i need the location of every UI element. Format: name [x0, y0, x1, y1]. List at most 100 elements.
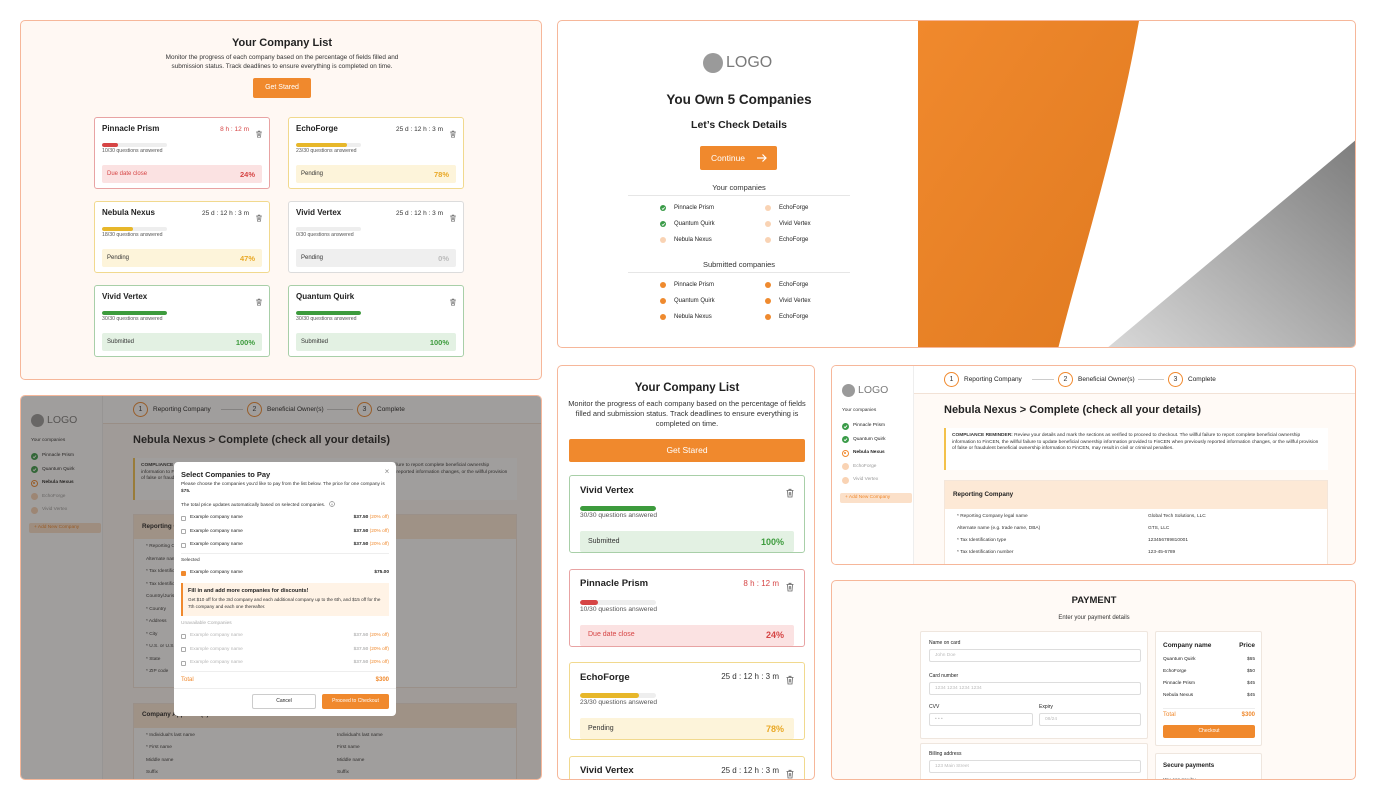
- delete-icon: [255, 125, 263, 138]
- status-icon: [841, 449, 849, 457]
- continue-button[interactable]: Continue: [700, 146, 777, 170]
- checkbox[interactable]: [181, 515, 186, 521]
- total-value: $300: [375, 677, 389, 683]
- summary-total: $300: [1241, 712, 1255, 718]
- trash-path: [450, 130, 456, 138]
- delete-icon: [449, 209, 457, 222]
- trash-svg[interactable]: [255, 130, 263, 138]
- company-card: Pinnacle Prism 8 h : 12 m 10/30 questions …: [569, 568, 805, 647]
- trash-svg[interactable]: [449, 214, 457, 222]
- list-description: Monitor the progress of each company bas…: [165, 54, 399, 70]
- checkbox[interactable]: [181, 529, 186, 534]
- trash-svg[interactable]: [785, 488, 795, 498]
- progress-track: [102, 143, 167, 147]
- list-title: Your Company List: [634, 381, 740, 394]
- status-icon: [764, 236, 772, 244]
- trash-svg[interactable]: [785, 675, 795, 685]
- status-box: Submitted 100%: [296, 333, 456, 351]
- get-started-button[interactable]: Get Stared: [253, 78, 311, 98]
- trash-svg[interactable]: [449, 298, 457, 306]
- progress-track: [580, 506, 656, 511]
- step-connector: [327, 409, 353, 410]
- input-placeholder: 1234 1234 1234 1234: [935, 686, 982, 692]
- steps-bar: [914, 366, 1355, 394]
- check-path: [661, 222, 665, 226]
- status-label: Submitted: [588, 537, 620, 545]
- status-icon-core: [843, 451, 846, 454]
- cancel-button[interactable]: Cancel: [252, 694, 316, 709]
- get-started-button[interactable]: Get Stared: [569, 439, 805, 462]
- trash-svg[interactable]: [449, 130, 457, 138]
- divider: [628, 272, 850, 273]
- questions-answered: 18/30 questions answered: [102, 231, 163, 238]
- field-label: * Tax Identification number: [957, 550, 1014, 556]
- text-input[interactable]: 08/24: [1039, 713, 1141, 726]
- field-label: * State: [146, 656, 161, 662]
- total-label: Total: [181, 677, 194, 683]
- text-input[interactable]: • • •: [929, 713, 1033, 726]
- status-icon: [659, 236, 667, 244]
- company-list-panel: Your Company List Monitor the progress of…: [20, 20, 542, 380]
- deadline-timer: 8 h : 12 m: [220, 125, 249, 133]
- status-label: Submitted: [107, 339, 135, 345]
- summary-company: Quantum Quirk: [1163, 657, 1196, 663]
- list-description: Monitor the progress of each company bas…: [568, 399, 806, 428]
- text-input[interactable]: John Doe: [929, 649, 1141, 662]
- trash-svg[interactable]: [255, 298, 263, 306]
- summary-total-label: Total: [1163, 712, 1176, 718]
- close-button[interactable]: ×: [384, 467, 390, 476]
- delete-icon: [449, 293, 457, 306]
- check-mark: [843, 438, 847, 442]
- company-option: Example company name: [190, 542, 243, 548]
- company-name: Nebula Nexus: [102, 208, 155, 217]
- trash-svg[interactable]: [785, 582, 795, 592]
- text-input[interactable]: 123 Main Street: [929, 760, 1141, 773]
- price: $37.50: [353, 542, 369, 547]
- summary-company: Pinnacle Prism: [1163, 681, 1195, 687]
- company-name: EchoForge: [779, 314, 809, 320]
- modal-title: Select Companies to Pay: [181, 469, 271, 479]
- add-company-button[interactable]: + Add New Company: [840, 493, 912, 503]
- discount: (20% off): [369, 660, 389, 665]
- field-label: Suffix: [146, 770, 158, 776]
- step-connector: [1032, 379, 1054, 380]
- divider: [628, 195, 850, 196]
- modal: Select Companies to Pay × Please choose th…: [174, 462, 396, 716]
- proceed-button[interactable]: Proceed to Checkout: [322, 694, 389, 709]
- company-name: EchoForge: [580, 671, 630, 683]
- status-label: Pending: [301, 171, 324, 177]
- field-label: * Individual's last name: [146, 732, 195, 738]
- sidebar-company: Vivid Vertex: [853, 477, 879, 483]
- status-icon: [841, 436, 849, 443]
- checkout-button[interactable]: Checkout: [1163, 725, 1255, 738]
- checkbox[interactable]: [181, 542, 186, 548]
- status-icon: [841, 422, 849, 430]
- status-percent: 47%: [239, 253, 255, 263]
- trash-path: [256, 214, 262, 222]
- questions-answered: 30/30 questions answered: [296, 315, 357, 322]
- checkbox[interactable]: [181, 570, 186, 576]
- logo-text: LOGO: [47, 414, 78, 426]
- reminder-label: COMPLIANCE REMINDER:: [952, 433, 1013, 438]
- summary-price: $50: [1246, 669, 1255, 675]
- field-label: * Reporting Company legal name: [957, 514, 1028, 520]
- check-path: [661, 206, 665, 210]
- company-card: EchoForge 25 d : 12 h : 3 m 23/30 question…: [569, 662, 805, 740]
- status-icon: [659, 297, 667, 305]
- field-label: * U.S. or U.S. Territory: [146, 644, 194, 650]
- company-name: Vivid Vertex: [779, 221, 811, 227]
- company-name: EchoForge: [779, 282, 809, 288]
- step-label: Beneficial Owner(s): [267, 406, 324, 413]
- company-name: EchoForge: [779, 205, 809, 211]
- trash-svg[interactable]: [785, 769, 795, 779]
- text-input[interactable]: 1234 1234 1234 1234: [929, 682, 1141, 695]
- deadline-timer: 8 h : 12 m: [743, 578, 779, 588]
- field-label: * Address: [146, 619, 167, 625]
- sidebar-company: Nebula Nexus: [42, 480, 74, 486]
- orange-shape: [918, 21, 1139, 347]
- trash-svg[interactable]: [255, 214, 263, 222]
- step-circle: 3: [357, 402, 372, 417]
- add-company-button[interactable]: + Add New Company: [29, 523, 101, 533]
- status-icon: [764, 297, 772, 305]
- step-circle: 1: [944, 372, 959, 387]
